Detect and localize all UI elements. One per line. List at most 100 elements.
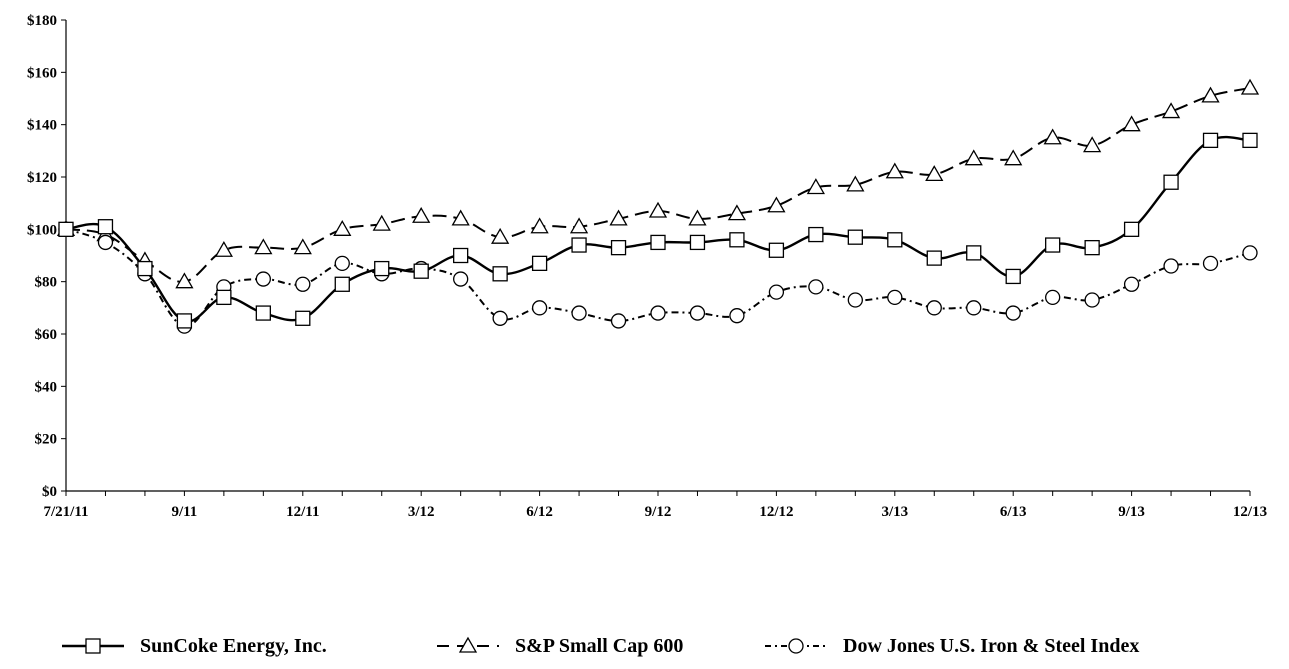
data-point-square [1005,268,1021,285]
data-point-circle [1202,255,1219,272]
data-point-circle [334,255,350,272]
data-point-circle [729,308,745,324]
series-triangle [56,78,1260,289]
legend-label: S&P Small Cap 600 [515,635,683,657]
data-point-triangle [885,162,904,179]
data-point-triangle [1083,136,1102,153]
x-tick-label: 3/12 [408,504,435,520]
data-point-square [1242,132,1258,149]
data-point-square [1202,132,1219,149]
data-point-square [1123,221,1140,237]
data-point-triangle [806,178,825,195]
data-point-triangle [333,220,352,236]
data-point-square [97,219,114,235]
series-line [65,87,1251,283]
data-point-circle [97,234,114,251]
y-tick-label: $160 [27,65,57,81]
data-point-circle [966,300,982,316]
data-point-triangle [1122,115,1141,132]
legend-marker-square [85,638,101,654]
data-point-triangle [648,201,668,218]
data-point-circle [1084,292,1100,308]
data-point-square [926,250,942,266]
data-point-circle [1005,305,1021,321]
data-point-circle [887,289,903,306]
data-point-circle [610,313,627,329]
data-point-triangle [214,240,233,257]
data-point-square [413,263,429,279]
data-point-circle [571,305,587,321]
data-point-triangle [569,217,589,234]
series-layer [56,78,1260,334]
data-point-square [374,260,390,277]
legend-item: SunCoke Energy, Inc. [62,635,327,657]
data-point-circle [453,271,469,287]
data-point-triangle [254,238,273,255]
legend-label: Dow Jones U.S. Iron & Steel Index [843,635,1139,657]
data-point-square [610,239,627,256]
y-tick-label: $180 [27,13,57,29]
data-point-triangle [491,227,510,244]
data-point-square [334,276,350,292]
x-tick-label: 6/13 [1000,504,1027,520]
data-point-square [650,234,666,251]
axes: $0 $20 $40 $60 $80 $100 $120 $140 $160 $180 7/21/1… [27,13,1267,520]
data-point-triangle [412,206,431,223]
y-tick-label: $140 [27,118,57,134]
data-point-circle [1123,276,1140,292]
data-point-triangle [372,214,391,231]
y-tick-label: $60 [35,327,58,343]
data-point-square [571,237,587,253]
data-point-square [1045,237,1061,253]
legend-marker-circle [788,638,804,654]
data-point-circle [1242,245,1258,261]
data-point-circle [1045,289,1061,306]
data-point-square [847,229,863,245]
data-point-square [1163,174,1179,190]
data-point-triangle [846,175,865,192]
data-point-circle [255,271,271,287]
data-point-triangle [530,217,549,234]
data-point-triangle [767,196,786,213]
data-point-circle [689,305,706,321]
data-point-circle [1163,258,1179,274]
data-point-square [295,310,311,326]
series-line [65,135,1251,323]
y-tick-label: $40 [35,379,58,395]
data-point-square [887,232,903,248]
data-point-square [176,313,193,329]
legend-label: SunCoke Energy, Inc. [140,635,327,657]
data-point-circle [531,300,548,316]
data-point-square [58,221,74,237]
x-tick-label: 9/11 [171,504,197,520]
data-point-square [255,305,271,321]
data-point-square [689,234,706,251]
data-point-circle [808,279,824,295]
data-point-triangle [175,272,194,289]
data-point-triangle [451,209,470,226]
legend-item: Dow Jones U.S. Iron & Steel Index [765,635,1139,657]
data-point-circle [926,300,942,316]
y-tick-label: $20 [35,432,58,448]
data-point-square [137,260,153,277]
data-point-triangle [964,149,983,166]
data-point-circle [768,284,785,300]
legend: SunCoke Energy, Inc. S&P Small Cap 600 Dow… [62,635,1139,657]
x-tick-label: 7/21/11 [43,504,88,520]
data-point-square [966,245,982,261]
data-point-circle [492,310,508,326]
data-point-circle [295,276,311,292]
data-point-triangle [727,204,747,221]
data-point-square [808,226,824,243]
x-tick-label: 12/12 [759,504,793,520]
series-circle [58,221,1258,334]
y-tick-label: $80 [35,275,58,291]
data-point-square [531,255,548,272]
data-point-square [492,266,508,282]
data-point-triangle [925,165,944,182]
data-point-circle [650,305,666,321]
data-point-square [216,289,232,306]
y-tick-label: $100 [27,222,57,238]
y-tick-label: $0 [42,484,57,500]
